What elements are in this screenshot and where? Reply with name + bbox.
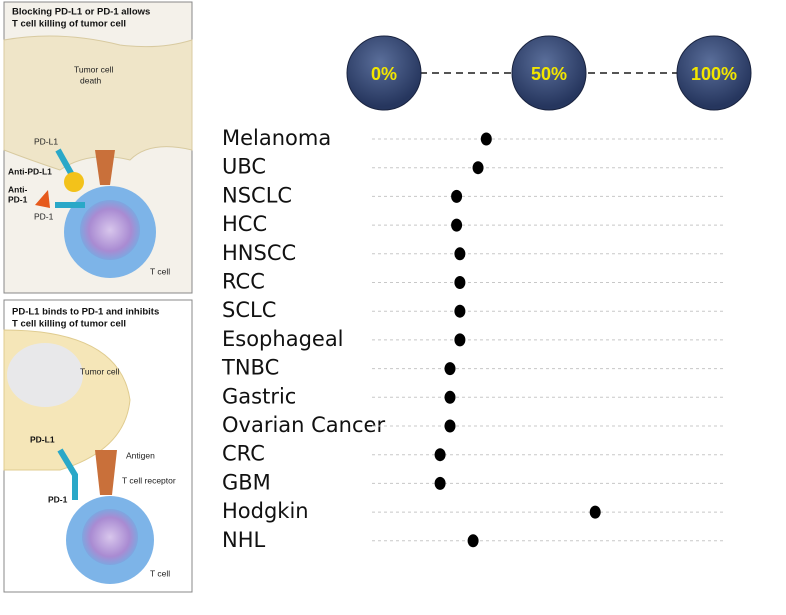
label: PD-1 bbox=[8, 194, 28, 204]
dot bbox=[434, 476, 446, 490]
panel-title: T cell killing of tumor cell bbox=[12, 319, 126, 330]
label: PD-L1 bbox=[30, 434, 55, 444]
label: T cell bbox=[150, 266, 170, 276]
label: PD-L1 bbox=[34, 136, 58, 146]
label: Tumor cell bbox=[80, 366, 119, 376]
label: Anti- bbox=[8, 184, 28, 194]
nucleus bbox=[80, 200, 140, 260]
tick-bubble bbox=[676, 35, 752, 111]
panel-title: PD-L1 binds to PD-1 and inhibits bbox=[12, 307, 159, 318]
receptor bbox=[95, 150, 115, 185]
dot bbox=[454, 304, 466, 318]
anti-pd-1 bbox=[35, 190, 50, 208]
dot bbox=[444, 419, 456, 433]
category-label: Hodgkin bbox=[222, 499, 309, 523]
receptor bbox=[95, 450, 117, 495]
tick-bubble bbox=[511, 35, 587, 111]
category-label: RCC bbox=[222, 270, 265, 294]
nucleus bbox=[82, 509, 138, 565]
anti-pd-l1 bbox=[64, 172, 84, 192]
label: PD-1 bbox=[48, 494, 68, 504]
tumor-nucleus bbox=[7, 343, 83, 407]
dot bbox=[480, 132, 492, 146]
label: Tumor cell bbox=[74, 64, 113, 74]
tumor-cell bbox=[3, 35, 193, 171]
category-label: NSCLC bbox=[222, 183, 292, 207]
dot bbox=[472, 161, 484, 175]
category-label: UBC bbox=[222, 155, 266, 179]
label: T cell bbox=[150, 568, 170, 578]
x-tick-label: 50% bbox=[531, 64, 567, 84]
label: T cell receptor bbox=[122, 475, 176, 485]
tick-bubble bbox=[346, 35, 422, 111]
panel-bottom: PD-L1 binds to PD-1 and inhibits T cell … bbox=[3, 299, 193, 593]
category-label: HNSCC bbox=[222, 241, 296, 265]
category-label: GBM bbox=[222, 470, 271, 494]
dot bbox=[434, 448, 446, 462]
dot bbox=[451, 189, 463, 203]
label: death bbox=[80, 75, 102, 85]
label: PD-1 bbox=[34, 211, 54, 221]
category-label: SCLC bbox=[222, 298, 276, 322]
category-label: HCC bbox=[222, 212, 267, 236]
panel-top: Blocking PD-L1 or PD-1 allows T cell kil… bbox=[3, 1, 193, 294]
x-tick-label: 0% bbox=[371, 64, 397, 84]
label: Antigen bbox=[126, 450, 155, 460]
dot bbox=[454, 247, 466, 261]
dot bbox=[454, 276, 466, 289]
category-label: CRC bbox=[222, 442, 265, 466]
x-tick-label: 100% bbox=[691, 64, 737, 84]
panel-title: Blocking PD-L1 or PD-1 allows bbox=[12, 7, 150, 18]
panel-title: T cell killing of tumor cell bbox=[12, 19, 126, 30]
dot bbox=[444, 390, 456, 404]
category-label: Ovarian Cancer bbox=[222, 413, 385, 437]
dot bbox=[444, 362, 456, 376]
dot bbox=[467, 534, 479, 548]
category-label: TNBC bbox=[221, 356, 279, 380]
pd-l1 bbox=[55, 148, 75, 177]
pd-l1 bbox=[57, 448, 78, 500]
category-label: NHL bbox=[222, 528, 266, 552]
dot bbox=[451, 218, 463, 232]
category-label: Melanoma bbox=[222, 126, 331, 150]
dot bbox=[454, 333, 466, 347]
category-label: Gastric bbox=[222, 384, 296, 408]
category-label: Esophageal bbox=[222, 327, 344, 351]
dot bbox=[589, 505, 601, 519]
label: Anti-PD-L1 bbox=[8, 166, 52, 176]
